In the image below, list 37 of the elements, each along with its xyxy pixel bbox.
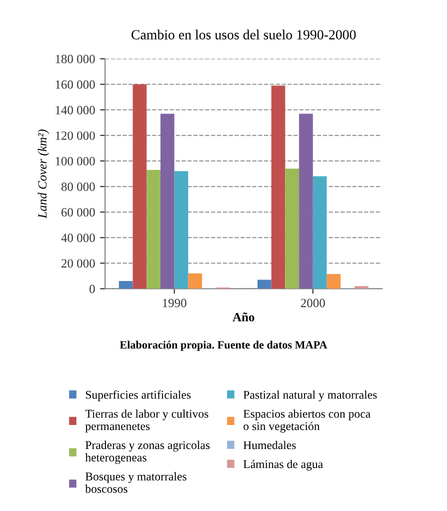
- y-tick-label: 120 000: [56, 131, 95, 140]
- x-tick-label: 2000: [300, 298, 325, 308]
- y-tick-label: 140 000: [56, 106, 95, 114]
- y-tick-label: 80 000: [61, 182, 95, 191]
- y-tick-label: 20 000: [61, 259, 95, 268]
- bar: [326, 274, 341, 289]
- legend-label: Láminas de agua: [243, 460, 323, 471]
- bar: [132, 84, 147, 289]
- legend-label: Praderas y zonas agricolas heterogeneas: [85, 440, 210, 464]
- bar: [312, 176, 327, 289]
- legend-label: Pastizal natural y matorrales: [243, 390, 377, 402]
- y-tick-label: 60 000: [61, 208, 95, 217]
- text: Elaboración propia. Fuente de datos MAPA: [120, 340, 328, 351]
- bar: [146, 170, 160, 289]
- y-axis-title: Land Cover (km²): [38, 130, 50, 218]
- bar: [299, 114, 313, 289]
- bar: [354, 286, 368, 289]
- bar: [271, 86, 286, 289]
- y-tick-label: 180 000: [56, 54, 95, 64]
- legend-label: Tierras de labor y cultivos permanenetes: [85, 409, 208, 433]
- x-axis-title: Año: [232, 312, 254, 322]
- x-tick-label: 1990: [162, 298, 186, 308]
- bar: [174, 171, 188, 289]
- bar: [160, 114, 174, 289]
- bar: [188, 273, 202, 289]
- legend-label: Humedales: [243, 440, 296, 450]
- legend-label: Espacios abiertos con poca o sin vegetación: [243, 409, 370, 433]
- legend-label: Superficies artificiales: [86, 390, 191, 402]
- y-tick-label: 100 000: [56, 156, 95, 166]
- y-tick-label: 160 000: [56, 80, 95, 89]
- y-tick-label: 0: [90, 284, 95, 294]
- y-tick-label: 40 000: [61, 234, 95, 242]
- chart-title: Cambio en los usos del suelo 1990-2000: [132, 30, 356, 40]
- bar: [285, 168, 300, 289]
- legend-label: Bosques y matorrales boscosos: [85, 472, 186, 493]
- bar: [118, 281, 133, 289]
- bar: [257, 280, 272, 289]
